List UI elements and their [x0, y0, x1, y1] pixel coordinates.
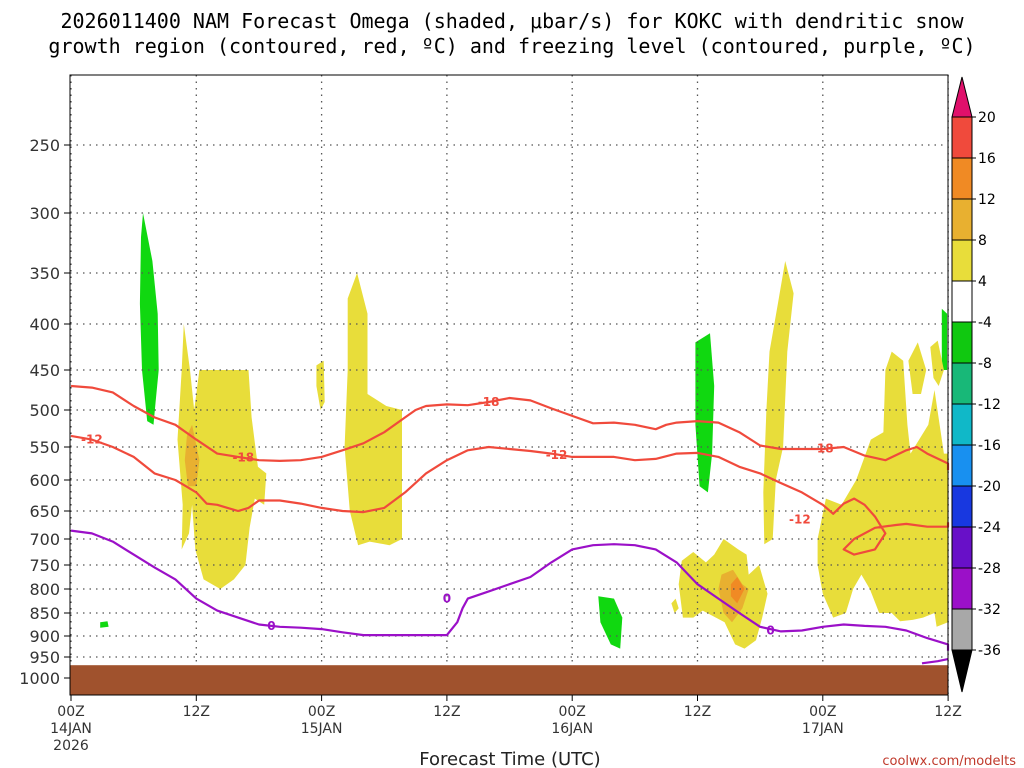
- omega-region-green-1: [139, 213, 159, 425]
- y-tick-label: 850: [29, 604, 60, 623]
- contour-label-dgz-minus-18: -18: [478, 395, 500, 409]
- omega-region-yellow-3: [316, 360, 325, 410]
- colorbar-swatch: [951, 362, 973, 405]
- omega-region-yellow-9: [671, 598, 679, 613]
- x-tick-label: 00Z: [558, 704, 585, 720]
- y-tick-label: 700: [29, 530, 60, 549]
- credit-link[interactable]: coolwx.com/modelts: [882, 754, 1016, 768]
- x-tick-label: 2026: [53, 738, 89, 754]
- y-tick-label: 600: [29, 471, 60, 490]
- colorbar-swatch: [951, 485, 973, 528]
- contour-dgz-minus-12-left: [70, 434, 950, 556]
- y-tick-label: 1000: [19, 669, 60, 688]
- x-tick-label: 00Z: [308, 704, 335, 720]
- colorbar: 20 16 12 8 4 -4 -8 -12 -16 -20 -24 -28 -32 -36: [951, 76, 1001, 693]
- colorbar-label: -8: [978, 356, 992, 372]
- colorbar-label: 20: [978, 110, 996, 126]
- y-tick-label: 750: [29, 556, 60, 575]
- colorbar-swatch: [951, 608, 973, 651]
- colorbar-swatch: [951, 116, 973, 159]
- colorbar-label: -32: [978, 602, 1001, 618]
- omega-region-darkorange-1: [730, 577, 745, 604]
- colorbar-swatch: [951, 444, 973, 487]
- contour-label-extra-3: -12: [789, 512, 811, 526]
- contour-label-dgz-minus-12-left: -12: [81, 433, 103, 447]
- colorbar-swatch: [951, 280, 973, 323]
- x-tick-label: 00Z: [57, 704, 84, 720]
- y-tick-label: 900: [29, 627, 60, 646]
- y-tick-label: 950: [29, 648, 60, 667]
- colorbar-label: -20: [978, 479, 1001, 495]
- omega-region-green-2: [695, 333, 715, 493]
- y-tick-label: 450: [29, 361, 60, 380]
- y-tick-label: 800: [29, 580, 60, 599]
- colorbar-label: 12: [978, 192, 996, 208]
- colorbar-label: -12: [978, 397, 1001, 413]
- y-tick-label: 550: [29, 438, 60, 457]
- y-tick-label: 300: [29, 204, 60, 223]
- omega-region-orange-1: [184, 424, 200, 487]
- x-tick-label: 00Z: [809, 704, 836, 720]
- contour-dgz-minus-18: [70, 384, 950, 471]
- omega-region-green-5: [100, 621, 109, 628]
- omega-region-green-3: [598, 596, 623, 649]
- colorbar-swatch: [951, 526, 973, 569]
- y-tick-label: 350: [29, 264, 60, 283]
- contour-label-extra-4: 0: [267, 619, 275, 633]
- omega-region-yellow-8: [930, 340, 944, 386]
- contour-label-freezing-level: 0: [443, 592, 451, 606]
- omega-region-yellow-6: [817, 351, 948, 627]
- colorbar-swatch: [951, 567, 973, 610]
- colorbar-label: 16: [978, 151, 996, 167]
- x-tick-label: 15JAN: [301, 721, 343, 737]
- colorbar-swatch: [951, 321, 973, 364]
- chart-title-line-1: 2026011400 NAM Forecast Omega (shaded, μ…: [60, 9, 964, 33]
- colorbar-label: -28: [978, 561, 1001, 577]
- colorbar-label: -4: [978, 315, 992, 331]
- colorbar-swatch: [951, 157, 973, 200]
- colorbar-label: 4: [978, 274, 987, 290]
- x-tick-label: 14JAN: [50, 721, 92, 737]
- x-tick-label: 12Z: [934, 704, 961, 720]
- contour-label-extra-0: -18: [232, 451, 254, 465]
- colorbar-swatch: [951, 403, 973, 446]
- omega-region-yellow-7: [908, 342, 927, 394]
- ground-layer: [70, 665, 948, 695]
- y-axis-ticks: 250 300 350 400 450 500 550 600 650 700 750 800 850 9…: [19, 136, 70, 688]
- colorbar-label: 8: [978, 233, 987, 249]
- ground-fill: [70, 665, 948, 695]
- colorbar-swatch: [951, 239, 973, 282]
- contour-lines: -18 -12 0 -18 -12 -18 -12 0 0: [70, 384, 950, 665]
- y-tick-label: 400: [29, 315, 60, 334]
- omega-shading: [100, 213, 948, 649]
- colorbar-label: -24: [978, 520, 1001, 536]
- chart-title-line-2: growth region (contoured, red, ºC) and f…: [48, 34, 975, 58]
- x-axis-label: Forecast Time (UTC): [419, 749, 600, 768]
- plot-frame: [69, 74, 949, 696]
- colorbar-top-arrow: [951, 76, 973, 118]
- contour-freezing-level-stub: [921, 658, 949, 665]
- colorbar-bottom-arrow: [951, 649, 973, 693]
- x-tick-label: 16JAN: [551, 721, 593, 737]
- contour-label-extra-1: -12: [546, 448, 568, 462]
- y-tick-label: 250: [29, 136, 60, 155]
- omega-region-yellow-5: [763, 261, 794, 545]
- contour-label-extra-5: 0: [766, 623, 774, 637]
- y-tick-label: 500: [29, 401, 60, 420]
- x-tick-label: 12Z: [183, 704, 210, 720]
- omega-region-yellow-1: [177, 324, 267, 589]
- colorbar-label: -36: [978, 643, 1001, 659]
- omega-region-green-4: [941, 308, 948, 370]
- contour-label-extra-2: -18: [812, 441, 834, 455]
- x-tick-label: 12Z: [684, 704, 711, 720]
- omega-region-yellow-2: [344, 273, 402, 546]
- colorbar-swatch: [951, 198, 973, 241]
- x-tick-label: 17JAN: [802, 721, 844, 737]
- y-tick-label: 650: [29, 502, 60, 521]
- x-tick-label: 12Z: [433, 704, 460, 720]
- colorbar-label: -16: [978, 438, 1001, 454]
- contour-freezing-level: [70, 529, 950, 651]
